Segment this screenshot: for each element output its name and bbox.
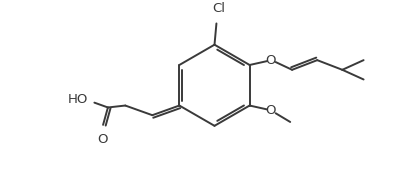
Text: Cl: Cl [212,2,225,15]
Text: O: O [97,133,107,145]
Text: O: O [265,104,276,117]
Text: HO: HO [68,93,89,106]
Text: O: O [265,54,276,67]
